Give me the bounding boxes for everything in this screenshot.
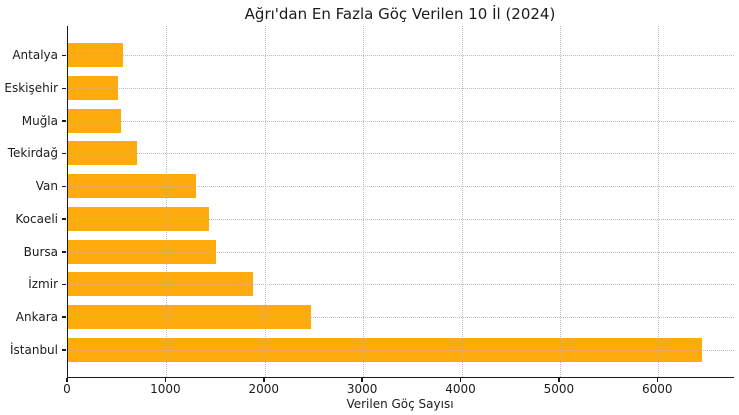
y-tick-mark	[62, 120, 66, 122]
vertical-gridline	[559, 26, 561, 377]
y-tick-label: Eskişehir	[4, 81, 58, 96]
y-tick-mark	[62, 54, 66, 57]
horizontal-gridline	[68, 316, 734, 318]
y-tick-label: İzmir	[28, 277, 58, 292]
y-tick-label: Antalya	[12, 48, 58, 63]
y-tick-mark	[62, 87, 66, 90]
x-tick-mark	[656, 378, 658, 382]
y-tick-label: İstanbul	[9, 342, 58, 357]
horizontal-gridline	[68, 218, 734, 220]
y-tick-mark	[62, 218, 66, 220]
horizontal-gridline	[68, 284, 734, 286]
horizontal-gridline	[68, 153, 734, 155]
vertical-gridline	[363, 26, 365, 377]
x-tick-mark	[361, 378, 363, 382]
y-tick-mark	[62, 251, 66, 253]
y-tick-label: Bursa	[23, 244, 58, 259]
horizontal-gridline	[68, 88, 734, 90]
horizontal-gridline	[68, 55, 734, 57]
y-tick-label: Van	[35, 179, 58, 194]
x-tick-label: 4000	[445, 382, 476, 396]
x-tick-label: 1000	[150, 382, 181, 396]
vertical-gridline	[461, 26, 463, 377]
y-tick-mark	[62, 349, 66, 351]
y-tick-label: Tekirdağ	[7, 146, 58, 161]
y-tick-mark	[62, 316, 66, 318]
vertical-gridline	[166, 26, 168, 377]
horizontal-gridline	[68, 120, 734, 122]
x-axis-label: Verilen Göç Sayısı	[346, 397, 454, 411]
y-tick-label: Muğla	[21, 113, 58, 128]
vertical-gridline	[264, 26, 266, 377]
x-tick-label: 0	[63, 382, 71, 396]
x-tick-mark	[558, 378, 560, 382]
x-tick-label: 3000	[346, 382, 378, 396]
horizontal-gridline	[68, 251, 734, 253]
x-tick-label: 5000	[543, 382, 575, 396]
y-tick-label: Kocaeli	[15, 211, 58, 226]
x-tick-label: 2000	[248, 382, 280, 396]
y-tick-mark	[62, 152, 66, 155]
y-tick-mark	[62, 185, 66, 188]
x-tick-mark	[459, 378, 462, 382]
x-tick-label: 6000	[642, 382, 673, 396]
y-tick-label: Ankara	[15, 309, 58, 324]
plot-area	[67, 26, 734, 378]
x-tick-mark	[66, 378, 68, 382]
x-tick-mark	[164, 378, 167, 382]
horizontal-gridline	[68, 349, 734, 351]
horizontal-gridline	[68, 186, 734, 188]
x-tick-mark	[263, 378, 265, 382]
vertical-gridline	[658, 26, 660, 377]
y-tick-mark	[62, 283, 66, 286]
chart-title: Ağrı'dan En Fazla Göç Verilen 10 İl (202…	[244, 5, 556, 23]
